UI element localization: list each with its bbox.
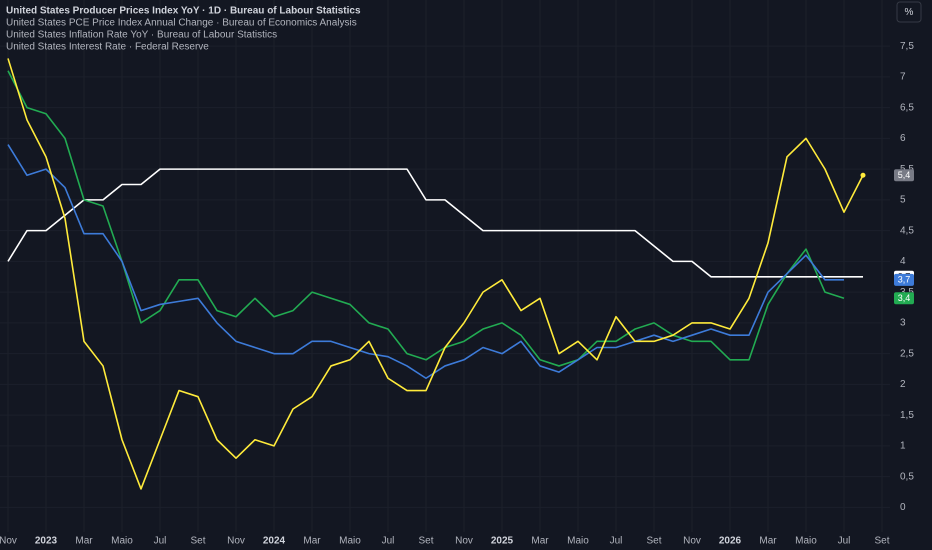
price-tag-label: 3,4 [898, 293, 911, 303]
price-tag [894, 169, 914, 182]
x-tick-label: Nov [683, 536, 701, 547]
price-tag [894, 292, 914, 305]
x-tick-label: Set [418, 536, 433, 547]
x-tick-label: Mar [759, 536, 777, 547]
x-tick-label: Maio [339, 536, 361, 547]
legend-entry: United States Producer Prices Index YoY … [6, 6, 361, 17]
legend-entry: United States PCE Price Index Annual Cha… [6, 18, 357, 29]
x-tick-label: Mar [75, 536, 93, 547]
x-tick-label: Jul [154, 536, 167, 547]
series-line [7, 168, 863, 278]
y-tick-label: 0 [900, 502, 906, 513]
x-tick-label: Jul [838, 536, 851, 547]
x-tick-label: 2024 [263, 536, 286, 547]
unit-button[interactable] [896, 1, 922, 23]
x-tick-label: Maio [567, 536, 589, 547]
x-tick-label: Mar [531, 536, 549, 547]
x-tick-label: Maio [111, 536, 133, 547]
series-line [7, 70, 845, 367]
x-tick-label: Nov [455, 536, 473, 547]
x-tick-label: Jul [382, 536, 395, 547]
y-tick-label: 5,5 [900, 164, 914, 175]
end-dot [860, 172, 866, 178]
price-tag-label: 5,4 [898, 170, 911, 180]
y-tick-label: 1,5 [900, 410, 914, 421]
y-tick-label: 4 [900, 256, 906, 267]
legend-entry: United States Inflation Rate YoY · Burea… [6, 30, 277, 41]
series-line [7, 144, 844, 380]
x-tick-label: Maio [795, 536, 817, 547]
y-tick-label: 5 [900, 195, 906, 206]
y-tick-label: 1 [900, 441, 906, 452]
y-tick-label: 3 [900, 318, 906, 329]
x-tick-label: Set [190, 536, 205, 547]
y-tick-label: 0,5 [900, 471, 914, 482]
y-tick-label: 3,5 [900, 287, 914, 298]
grid [0, 0, 890, 532]
x-tick-label: 2023 [35, 536, 58, 547]
y-tick-label: 6,5 [900, 102, 914, 113]
legend: United States Producer Prices Index YoY … [6, 6, 361, 53]
x-tick-label: 2025 [491, 536, 514, 547]
legend-entry: United States Interest Rate · Federal Re… [6, 42, 209, 53]
y-tick-label: 2 [900, 379, 906, 390]
y-tick-label: 4,5 [900, 225, 914, 236]
x-tick-label: Nov [227, 536, 245, 547]
y-tick-label: 7,5 [900, 41, 914, 52]
x-tick-label: Mar [303, 536, 321, 547]
axes: 0 0,5 1 1,5 2 2,5 3 3,5 4 4,5 5 5,5 6 6,5 7 7,5 Nov 2023 M… [0, 41, 914, 547]
plot [7, 58, 866, 490]
series-line [7, 58, 864, 490]
x-tick-label: Nov [0, 536, 17, 547]
unit-label: % [905, 7, 914, 18]
y-tick-label: 2,5 [900, 348, 914, 359]
price-tag-label: 3,7 [898, 275, 911, 285]
price-tag [894, 273, 914, 286]
x-tick-label: Set [874, 536, 889, 547]
x-tick-label: Set [646, 536, 661, 547]
x-tick-label: 2026 [719, 536, 742, 547]
x-tick-label: Jul [610, 536, 623, 547]
y-tick-label: 7 [900, 72, 906, 83]
y-tick-label: 6 [900, 133, 906, 144]
